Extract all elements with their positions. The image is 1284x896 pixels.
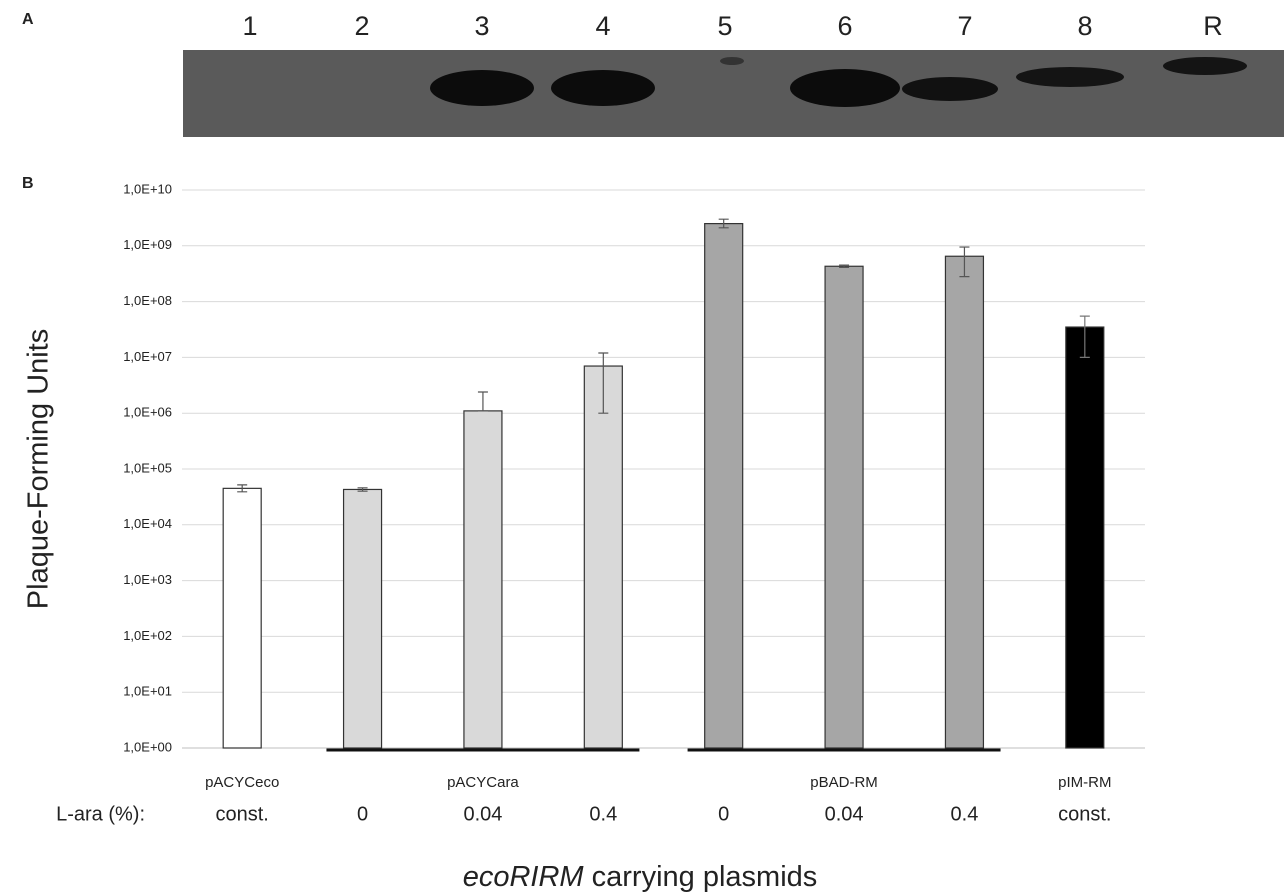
bar [464, 411, 502, 748]
lane-label: 3 [474, 11, 489, 41]
bar [223, 488, 261, 748]
bar [825, 266, 863, 748]
row-label: L-ara (%): [56, 803, 145, 825]
lane-label: 2 [354, 11, 369, 41]
lane-label: 8 [1077, 11, 1092, 41]
group-label: pACYCeco [205, 774, 279, 791]
lane-label: 7 [957, 11, 972, 41]
x-tick-label: 0.4 [589, 803, 617, 825]
lane-label: 5 [717, 11, 732, 41]
bar [584, 366, 622, 748]
x-tick-label: 0 [357, 803, 368, 825]
y-tick-label: 1,0E+07 [123, 349, 172, 364]
x-axis-label-rest: carrying plasmids [592, 861, 818, 893]
y-tick-label: 1,0E+04 [123, 516, 172, 531]
y-tick-label: 1,0E+06 [123, 405, 172, 420]
y-tick-label: 1,0E+05 [123, 460, 172, 475]
x-tick-label: const. [216, 803, 269, 825]
bar [344, 489, 382, 748]
y-tick-label: 1,0E+03 [123, 572, 172, 587]
y-axis-label: Plaque-Forming Units [23, 329, 55, 609]
x-tick-label: 0 [718, 803, 729, 825]
y-tick-label: 1,0E+08 [123, 293, 172, 308]
bar [705, 224, 743, 748]
lane-label: 4 [595, 11, 610, 41]
gel-image [183, 50, 1284, 137]
x-tick-label: 0.04 [825, 803, 864, 825]
figure: A B Plaque-Forming Units L-ara (%): ecoR… [0, 0, 1284, 896]
x-tick-label: 0.4 [951, 803, 979, 825]
lane-label: 1 [242, 11, 257, 41]
y-tick-label: 1,0E+01 [123, 684, 172, 699]
x-axis-label-italic: ecoRIRM [463, 861, 585, 893]
y-tick-label: 1,0E+10 [123, 181, 172, 196]
error-bar [478, 392, 488, 411]
panel-label: B [22, 175, 34, 192]
x-axis-label: ecoRIRM carrying plasmids [463, 861, 818, 893]
lane-label: 6 [837, 11, 852, 41]
group-label: pIM-RM [1058, 774, 1111, 791]
x-tick-label: 0.04 [463, 803, 502, 825]
panel-label: A [22, 11, 34, 28]
lane-label: R [1203, 11, 1223, 41]
group-label: pACYCara [447, 774, 519, 791]
group-label: pBAD-RM [810, 774, 878, 791]
x-tick-label: const. [1058, 803, 1111, 825]
bar [1066, 327, 1104, 748]
y-tick-label: 1,0E+09 [123, 237, 172, 252]
bar [945, 256, 983, 748]
y-tick-label: 1,0E+02 [123, 628, 172, 643]
y-tick-label: 1,0E+00 [123, 739, 172, 754]
